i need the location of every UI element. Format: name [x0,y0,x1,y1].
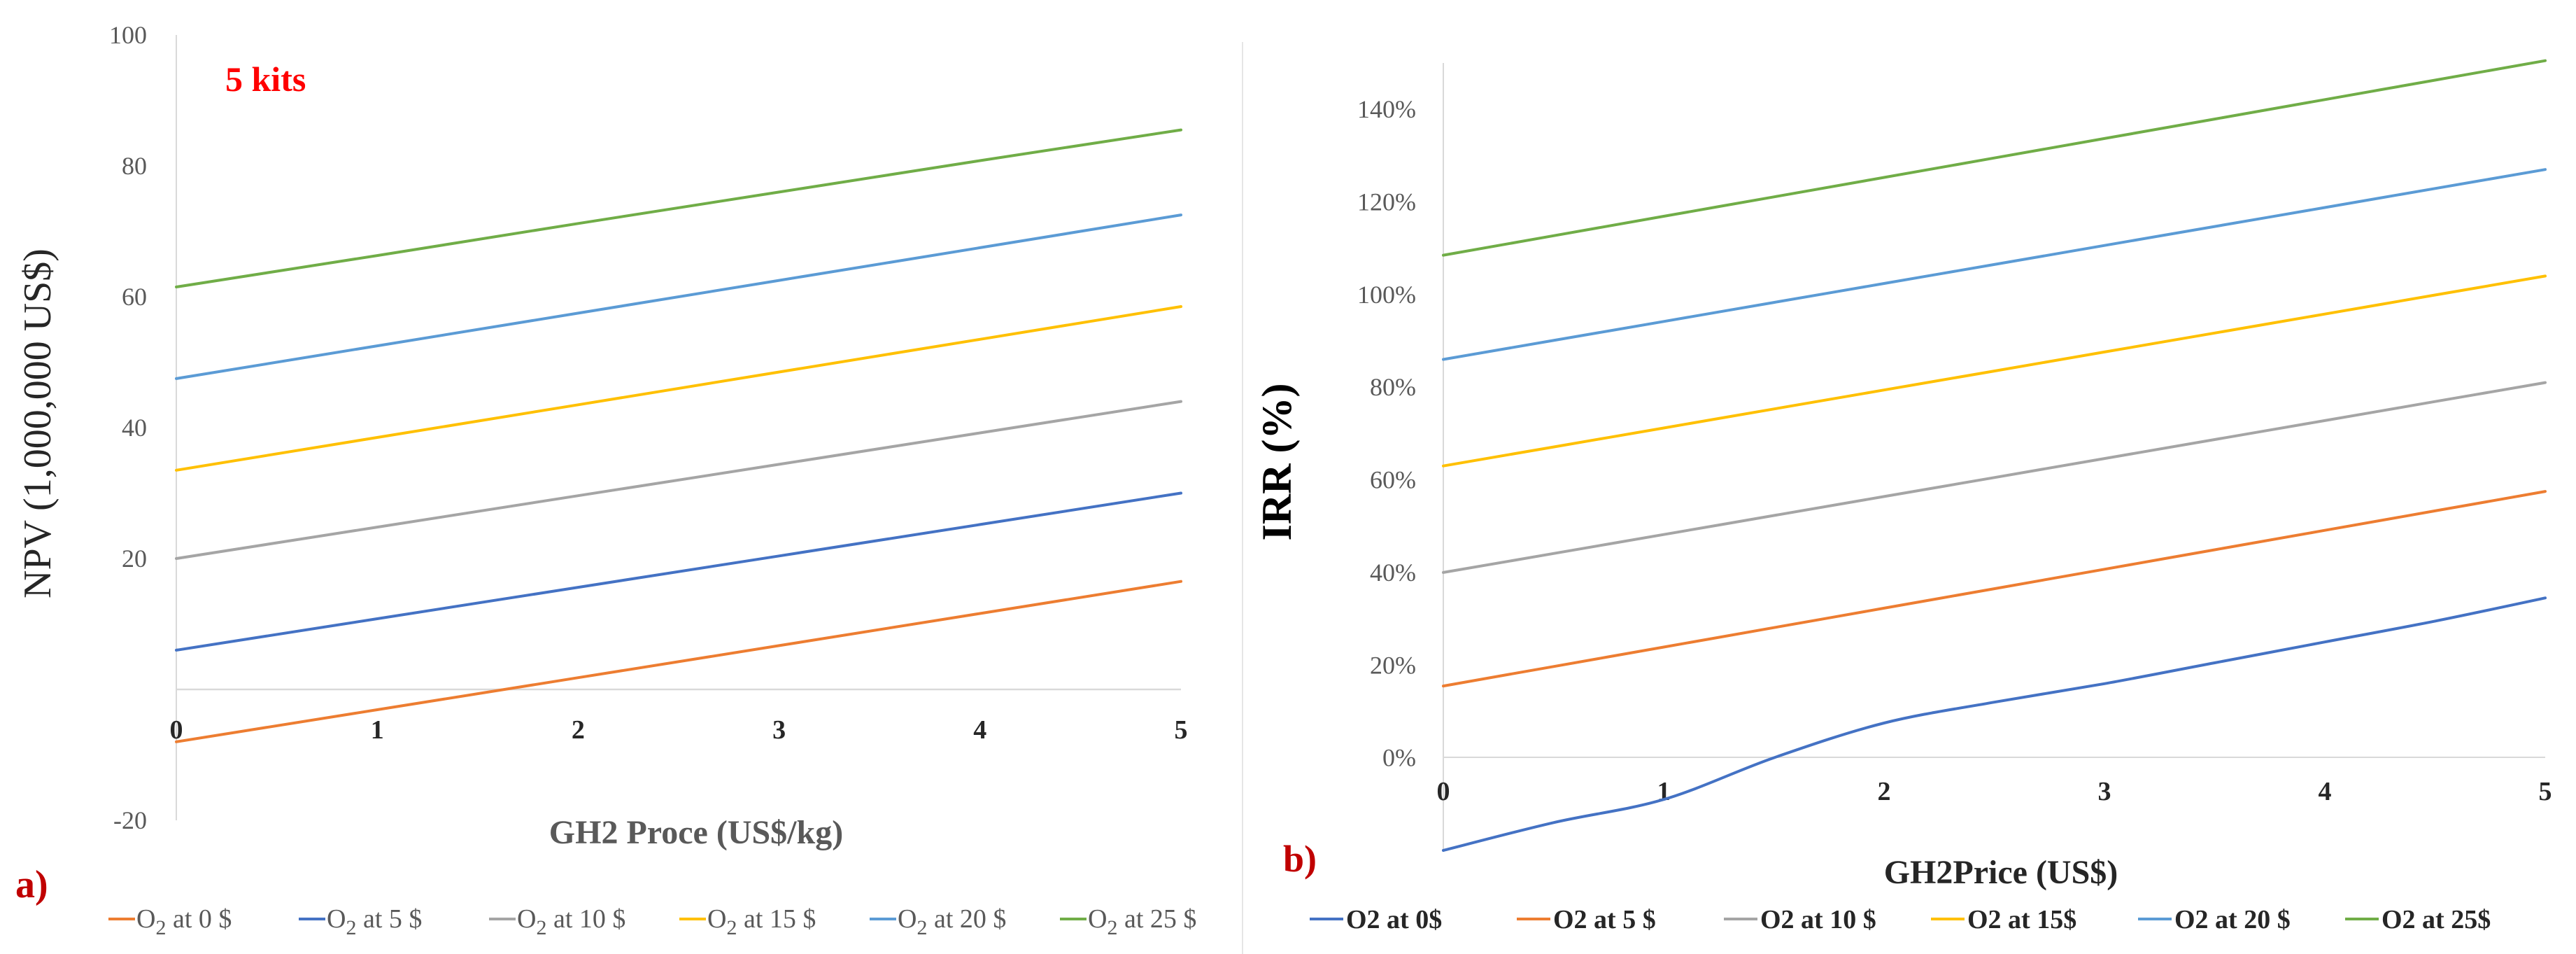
irr-y-tick-label: 0% [1382,744,1416,772]
npv-series-line-o2-at-10 [175,400,1182,560]
npv-y-tick-label: 100 [109,21,147,49]
irr-legend: O2 at 0$ O2 at 5 $ O2 at 10 $ O2 at 15$ O2 a… [1310,905,2491,934]
npv-legend: O2 at 0 $ O2 at 5 $ O2 at 10 $ O2 at 15 $ O2… [108,904,1196,939]
npv-x-tick-label: 0 [170,715,183,745]
npv-legend-label: O2 at 25 $ [1088,904,1196,939]
npv-series-lines [175,128,1182,743]
npv-chart-panel: 5 kits -20 20 40 60 80 100 0 1 2 3 4 5 NPV (1,000,… [15,21,1196,939]
irr-x-tick-label: 3 [2098,777,2111,806]
npv-y-tick-label: -20 [113,806,147,834]
irr-x-tick-label: 2 [1878,777,1891,806]
npv-y-tick-label: 40 [122,414,147,442]
irr-series-line-o2-at-10 [1442,381,2547,574]
npv-x-tick-label: 4 [973,715,986,745]
npv-legend-label: O2 at 5 $ [327,904,422,939]
npv-x-tick-label: 1 [371,715,384,745]
irr-x-axis-title: GH2Price (US$) [1884,854,2118,891]
npv-series-line-o2-at-25 [175,128,1182,288]
irr-legend-label: O2 at 10 $ [1760,905,1876,934]
irr-x-tick-label: 5 [2539,777,2552,806]
npv-legend-label: O2 at 0 $ [136,904,232,939]
irr-series-line-o2-at-15 [1442,274,2547,468]
irr-legend-label: O2 at 0$ [1346,905,1442,934]
irr-legend-label: O2 at 25$ [2382,905,2491,934]
irr-y-tick-label: 60% [1370,466,1416,494]
irr-series-line-o2-at-5 [1442,490,2547,688]
panel-label-b: b) [1283,838,1317,880]
npv-x-tick-label: 5 [1175,715,1188,745]
irr-y-tick-label: 140% [1357,95,1416,123]
irr-y-tick-label: 120% [1357,188,1416,216]
irr-y-tick-label: 100% [1357,281,1416,309]
irr-series-lines [1442,59,2547,852]
annotation-5-kits: 5 kits [225,59,306,99]
npv-y-tick-label: 80 [122,152,147,180]
npv-y-tick-labels: -20 20 40 60 80 100 [109,21,147,834]
irr-legend-label: O2 at 5 $ [1553,905,1656,934]
npv-series-line-o2-at-5 [175,491,1182,652]
irr-y-tick-labels: 0% 20% 40% 60% 80% 100% 120% 140% [1357,95,1416,771]
irr-series-line-o2-at-25 [1442,59,2547,257]
npv-y-tick-label: 60 [122,283,147,311]
irr-y-tick-label: 20% [1370,651,1416,679]
npv-legend-label: O2 at 10 $ [517,904,625,939]
irr-x-tick-label: 0 [1437,777,1450,806]
npv-legend-label: O2 at 15 $ [707,904,816,939]
npv-x-tick-label: 3 [772,715,786,745]
npv-series-line-o2-at-15 [175,305,1182,472]
npv-y-tick-label: 20 [122,545,147,573]
npv-x-tick-label: 2 [572,715,585,745]
panel-label-a: a) [15,863,48,906]
npv-x-tick-labels: 0 1 2 3 4 5 [170,715,1188,745]
irr-y-tick-label: 40% [1370,559,1416,587]
irr-series-line-o2-at-20 [1442,168,2547,361]
npv-series-line-o2-at-0 [175,580,1182,743]
irr-x-tick-label: 4 [2319,777,2332,806]
irr-legend-label: O2 at 15$ [1967,905,2076,934]
irr-series-line-o2-at-0 [1442,596,2547,852]
irr-y-tick-label: 80% [1370,373,1416,401]
npv-legend-label: O2 at 20 $ [898,904,1006,939]
npv-x-axis-title: GH2 Proce (US$/kg) [549,814,843,851]
irr-legend-label: O2 at 20 $ [2174,905,2291,934]
irr-y-axis-title: IRR (%) [1254,384,1300,541]
npv-series-line-o2-at-20 [175,213,1182,380]
npv-y-axis-title: NPV (1,000,000 US$) [16,248,59,598]
